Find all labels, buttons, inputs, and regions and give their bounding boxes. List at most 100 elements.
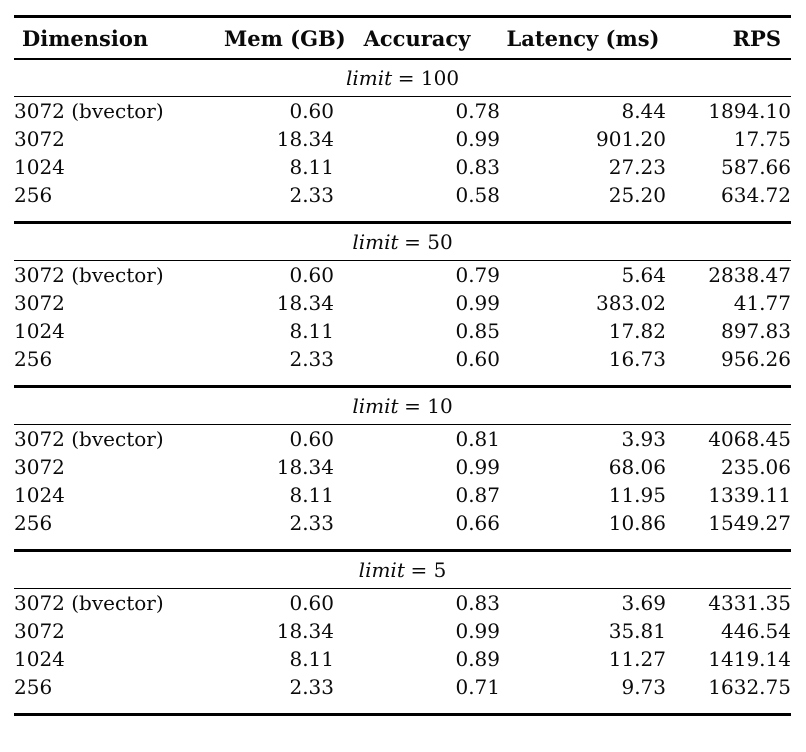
cell-mem: 8.11 <box>289 319 334 343</box>
cell-rps: 4331.35 <box>708 591 791 615</box>
cell-rps: 1632.75 <box>708 675 791 699</box>
cell-latency: 5.64 <box>621 263 666 287</box>
cell-dimension: 3072 (bvector) <box>14 99 164 123</box>
cell-latency: 35.81 <box>608 619 666 643</box>
section-limit-5: limit = 5 3072 (bvector) 0.60 0.83 3.69 4… <box>14 549 791 715</box>
cell-accuracy: 0.66 <box>455 511 500 535</box>
cell-latency: 3.69 <box>621 591 666 615</box>
cell-rps: 634.72 <box>721 183 791 207</box>
cell-dimension: 256 <box>14 511 53 535</box>
table-row: 256 2.33 0.60 16.73 956.26 <box>14 345 791 387</box>
cell-rps: 956.26 <box>721 347 791 371</box>
section-title: limit = 5 <box>14 549 791 589</box>
cell-mem: 0.60 <box>289 99 334 123</box>
table-row: 1024 8.11 0.83 27.23 587.66 <box>14 153 791 181</box>
cell-mem: 0.60 <box>289 591 334 615</box>
section-title: limit = 100 <box>14 59 791 97</box>
table-row: 3072 18.34 0.99 35.81 446.54 <box>14 617 791 645</box>
cell-rps: 446.54 <box>721 619 791 643</box>
cell-mem: 18.34 <box>276 127 334 151</box>
table-row: 1024 8.11 0.85 17.82 897.83 <box>14 317 791 345</box>
cell-dimension: 256 <box>14 347 53 371</box>
cell-latency: 3.93 <box>621 427 666 451</box>
table-row: 256 2.33 0.66 10.86 1549.27 <box>14 509 791 551</box>
section-title: limit = 50 <box>14 221 791 261</box>
section-title-row: limit = 5 <box>14 549 791 589</box>
cell-mem: 8.11 <box>289 647 334 671</box>
cell-rps: 1339.11 <box>708 483 791 507</box>
cell-latency: 11.95 <box>608 483 666 507</box>
cell-latency: 27.23 <box>608 155 666 179</box>
cell-dimension: 3072 <box>14 127 65 151</box>
cell-accuracy: 0.79 <box>455 263 500 287</box>
limit-word: limit <box>352 230 399 254</box>
cell-mem: 2.33 <box>289 511 334 535</box>
cell-dimension: 3072 <box>14 291 65 315</box>
cell-rps: 4068.45 <box>708 427 791 451</box>
limit-value: = 5 <box>410 558 447 582</box>
cell-dimension: 3072 (bvector) <box>14 427 164 451</box>
cell-rps: 897.83 <box>721 319 791 343</box>
cell-dimension: 1024 <box>14 647 65 671</box>
cell-rps: 1419.14 <box>708 647 791 671</box>
table-row: 3072 (bvector) 0.60 0.81 3.93 4068.45 <box>14 425 791 454</box>
cell-mem: 0.60 <box>289 427 334 451</box>
cell-mem: 18.34 <box>276 619 334 643</box>
cell-dimension: 256 <box>14 183 53 207</box>
table-row: 3072 18.34 0.99 383.02 41.77 <box>14 289 791 317</box>
cell-accuracy: 0.85 <box>455 319 500 343</box>
column-header-rps: RPS <box>666 16 791 60</box>
cell-accuracy: 0.99 <box>455 291 500 315</box>
table-row: 256 2.33 0.71 9.73 1632.75 <box>14 673 791 715</box>
cell-accuracy: 0.60 <box>455 347 500 371</box>
cell-latency: 25.20 <box>608 183 666 207</box>
results-table: Dimension Mem (GB) Accuracy Latency (ms)… <box>14 15 791 716</box>
table-header: Dimension Mem (GB) Accuracy Latency (ms)… <box>14 16 791 60</box>
limit-word: limit <box>358 558 405 582</box>
table-row: 3072 (bvector) 0.60 0.83 3.69 4331.35 <box>14 589 791 618</box>
cell-accuracy: 0.89 <box>455 647 500 671</box>
cell-latency: 68.06 <box>608 455 666 479</box>
cell-mem: 2.33 <box>289 675 334 699</box>
cell-latency: 9.73 <box>621 675 666 699</box>
section-limit-10: limit = 10 3072 (bvector) 0.60 0.81 3.93 … <box>14 385 791 551</box>
cell-latency: 901.20 <box>596 127 666 151</box>
table-row: 256 2.33 0.58 25.20 634.72 <box>14 181 791 223</box>
section-title-row: limit = 10 <box>14 385 791 425</box>
limit-word: limit <box>352 394 399 418</box>
cell-mem: 8.11 <box>289 483 334 507</box>
cell-rps: 17.75 <box>733 127 791 151</box>
cell-accuracy: 0.58 <box>455 183 500 207</box>
cell-mem: 2.33 <box>289 347 334 371</box>
table-row: 1024 8.11 0.87 11.95 1339.11 <box>14 481 791 509</box>
limit-value: = 50 <box>404 230 453 254</box>
cell-accuracy: 0.78 <box>455 99 500 123</box>
cell-accuracy: 0.71 <box>455 675 500 699</box>
cell-rps: 587.66 <box>721 155 791 179</box>
cell-latency: 17.82 <box>608 319 666 343</box>
cell-accuracy: 0.99 <box>455 455 500 479</box>
section-title-row: limit = 50 <box>14 221 791 261</box>
cell-latency: 11.27 <box>608 647 666 671</box>
cell-accuracy: 0.83 <box>455 591 500 615</box>
cell-rps: 1549.27 <box>708 511 791 535</box>
limit-word: limit <box>345 66 393 90</box>
cell-rps: 41.77 <box>733 291 791 315</box>
cell-dimension: 3072 <box>14 619 65 643</box>
cell-mem: 18.34 <box>276 291 334 315</box>
column-header-dimension: Dimension <box>14 16 224 60</box>
column-header-mem: Mem (GB) <box>224 16 346 60</box>
cell-rps: 235.06 <box>721 455 791 479</box>
section-title-row: limit = 100 <box>14 59 791 97</box>
section-limit-100: limit = 100 3072 (bvector) 0.60 0.78 8.44… <box>14 59 791 223</box>
cell-dimension: 3072 <box>14 455 65 479</box>
column-header-latency: Latency (ms) <box>500 16 666 60</box>
cell-accuracy: 0.81 <box>455 427 500 451</box>
cell-accuracy: 0.99 <box>455 619 500 643</box>
cell-dimension: 3072 (bvector) <box>14 263 164 287</box>
section-title: limit = 10 <box>14 385 791 425</box>
cell-latency: 10.86 <box>608 511 666 535</box>
cell-mem: 18.34 <box>276 455 334 479</box>
table-row: 3072 18.34 0.99 68.06 235.06 <box>14 453 791 481</box>
cell-dimension: 1024 <box>14 483 65 507</box>
